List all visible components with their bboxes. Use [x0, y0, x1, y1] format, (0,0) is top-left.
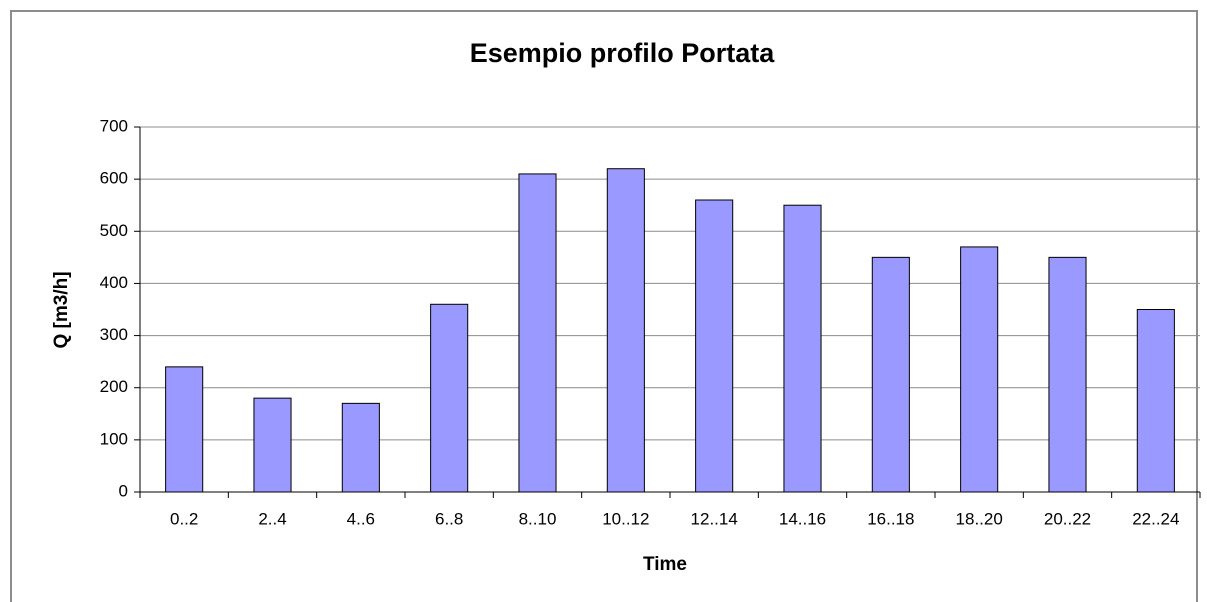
chart-border: [10, 10, 1198, 602]
bar: [606, 168, 645, 493]
bar: [518, 173, 557, 493]
x-tick-label: 12..14: [691, 509, 738, 528]
y-tick-label: 0: [119, 481, 128, 500]
bar: [1136, 309, 1175, 493]
bar: [695, 199, 734, 493]
x-tick-label: 16..18: [867, 509, 914, 528]
x-axis-title: Time: [643, 554, 687, 575]
bar: [165, 366, 204, 493]
y-axis-title: Q [m3/h]: [51, 271, 72, 348]
y-tick-label: 400: [100, 273, 128, 292]
bar: [783, 204, 822, 493]
bar: [253, 397, 292, 493]
y-tick-label: 300: [100, 325, 128, 344]
y-tick-label: 500: [100, 221, 128, 240]
x-tick-label: 20..22: [1044, 509, 1091, 528]
y-tick-label: 100: [100, 429, 128, 448]
y-tick-label: 600: [100, 169, 128, 188]
y-tick-label: 200: [100, 377, 128, 396]
bar: [341, 402, 380, 493]
chart-title: Esempio profilo Portata: [470, 38, 776, 68]
x-tick-label: 22..24: [1132, 509, 1179, 528]
x-tick-label: 8..10: [519, 509, 557, 528]
x-tick-label: 4..6: [347, 509, 375, 528]
bar: [960, 246, 999, 493]
bar: [871, 256, 910, 493]
x-tick-label: 18..20: [956, 509, 1003, 528]
x-tick-label: 0..2: [170, 509, 198, 528]
x-tick-label: 14..16: [779, 509, 826, 528]
bar: [1048, 256, 1087, 493]
x-tick-label: 2..4: [258, 509, 286, 528]
x-tick-label: 10..12: [602, 509, 649, 528]
bar: [430, 303, 469, 493]
y-tick-label: 700: [100, 116, 128, 135]
x-tick-label: 6..8: [435, 509, 463, 528]
